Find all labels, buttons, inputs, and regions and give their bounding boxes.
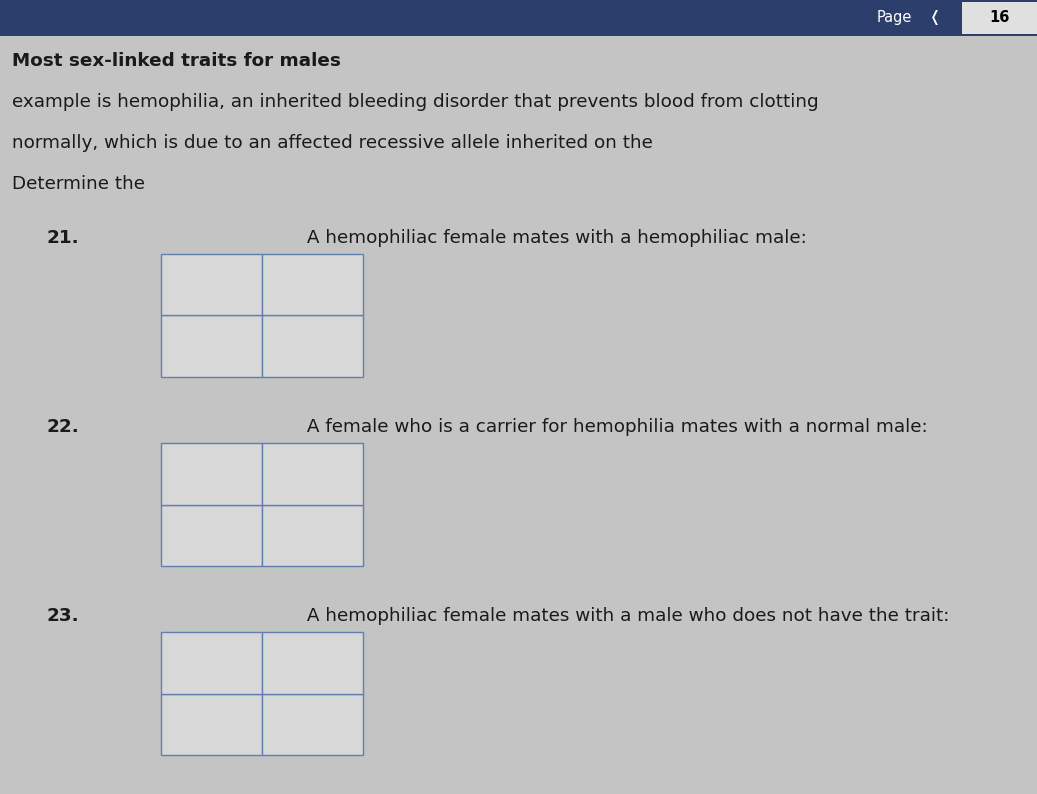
Text: A hemophiliac female mates with a hemophiliac male:: A hemophiliac female mates with a hemoph… bbox=[302, 229, 807, 247]
Bar bbox=[962, 2, 1037, 34]
Text: Page: Page bbox=[876, 10, 912, 25]
Text: ❬: ❬ bbox=[929, 10, 942, 25]
Bar bbox=[161, 505, 261, 566]
Bar bbox=[262, 254, 363, 315]
Text: 22.: 22. bbox=[47, 418, 80, 436]
Text: A hemophiliac female mates with a male who does not have the trait:: A hemophiliac female mates with a male w… bbox=[302, 607, 950, 626]
Text: 21.: 21. bbox=[47, 229, 79, 247]
Bar bbox=[161, 694, 261, 755]
Bar bbox=[262, 315, 363, 377]
Text: example is hemophilia, an inherited bleeding disorder that prevents blood from c: example is hemophilia, an inherited blee… bbox=[12, 93, 819, 111]
Text: Most sex-linked traits for males: Most sex-linked traits for males bbox=[12, 52, 347, 70]
Bar bbox=[262, 505, 363, 566]
Text: normally, which is due to an affected recessive allele inherited on the: normally, which is due to an affected re… bbox=[12, 134, 660, 152]
Text: 16: 16 bbox=[989, 10, 1010, 25]
Bar bbox=[161, 315, 261, 377]
Bar bbox=[161, 443, 261, 505]
Bar bbox=[262, 694, 363, 755]
Text: 23.: 23. bbox=[47, 607, 79, 626]
Text: A female who is a carrier for hemophilia mates with a normal male:: A female who is a carrier for hemophilia… bbox=[302, 418, 928, 436]
Bar bbox=[262, 632, 363, 694]
Bar bbox=[161, 632, 261, 694]
Bar bbox=[0, 0, 1037, 36]
Bar bbox=[161, 254, 261, 315]
Bar bbox=[262, 443, 363, 505]
Text: Determine the: Determine the bbox=[12, 175, 151, 194]
